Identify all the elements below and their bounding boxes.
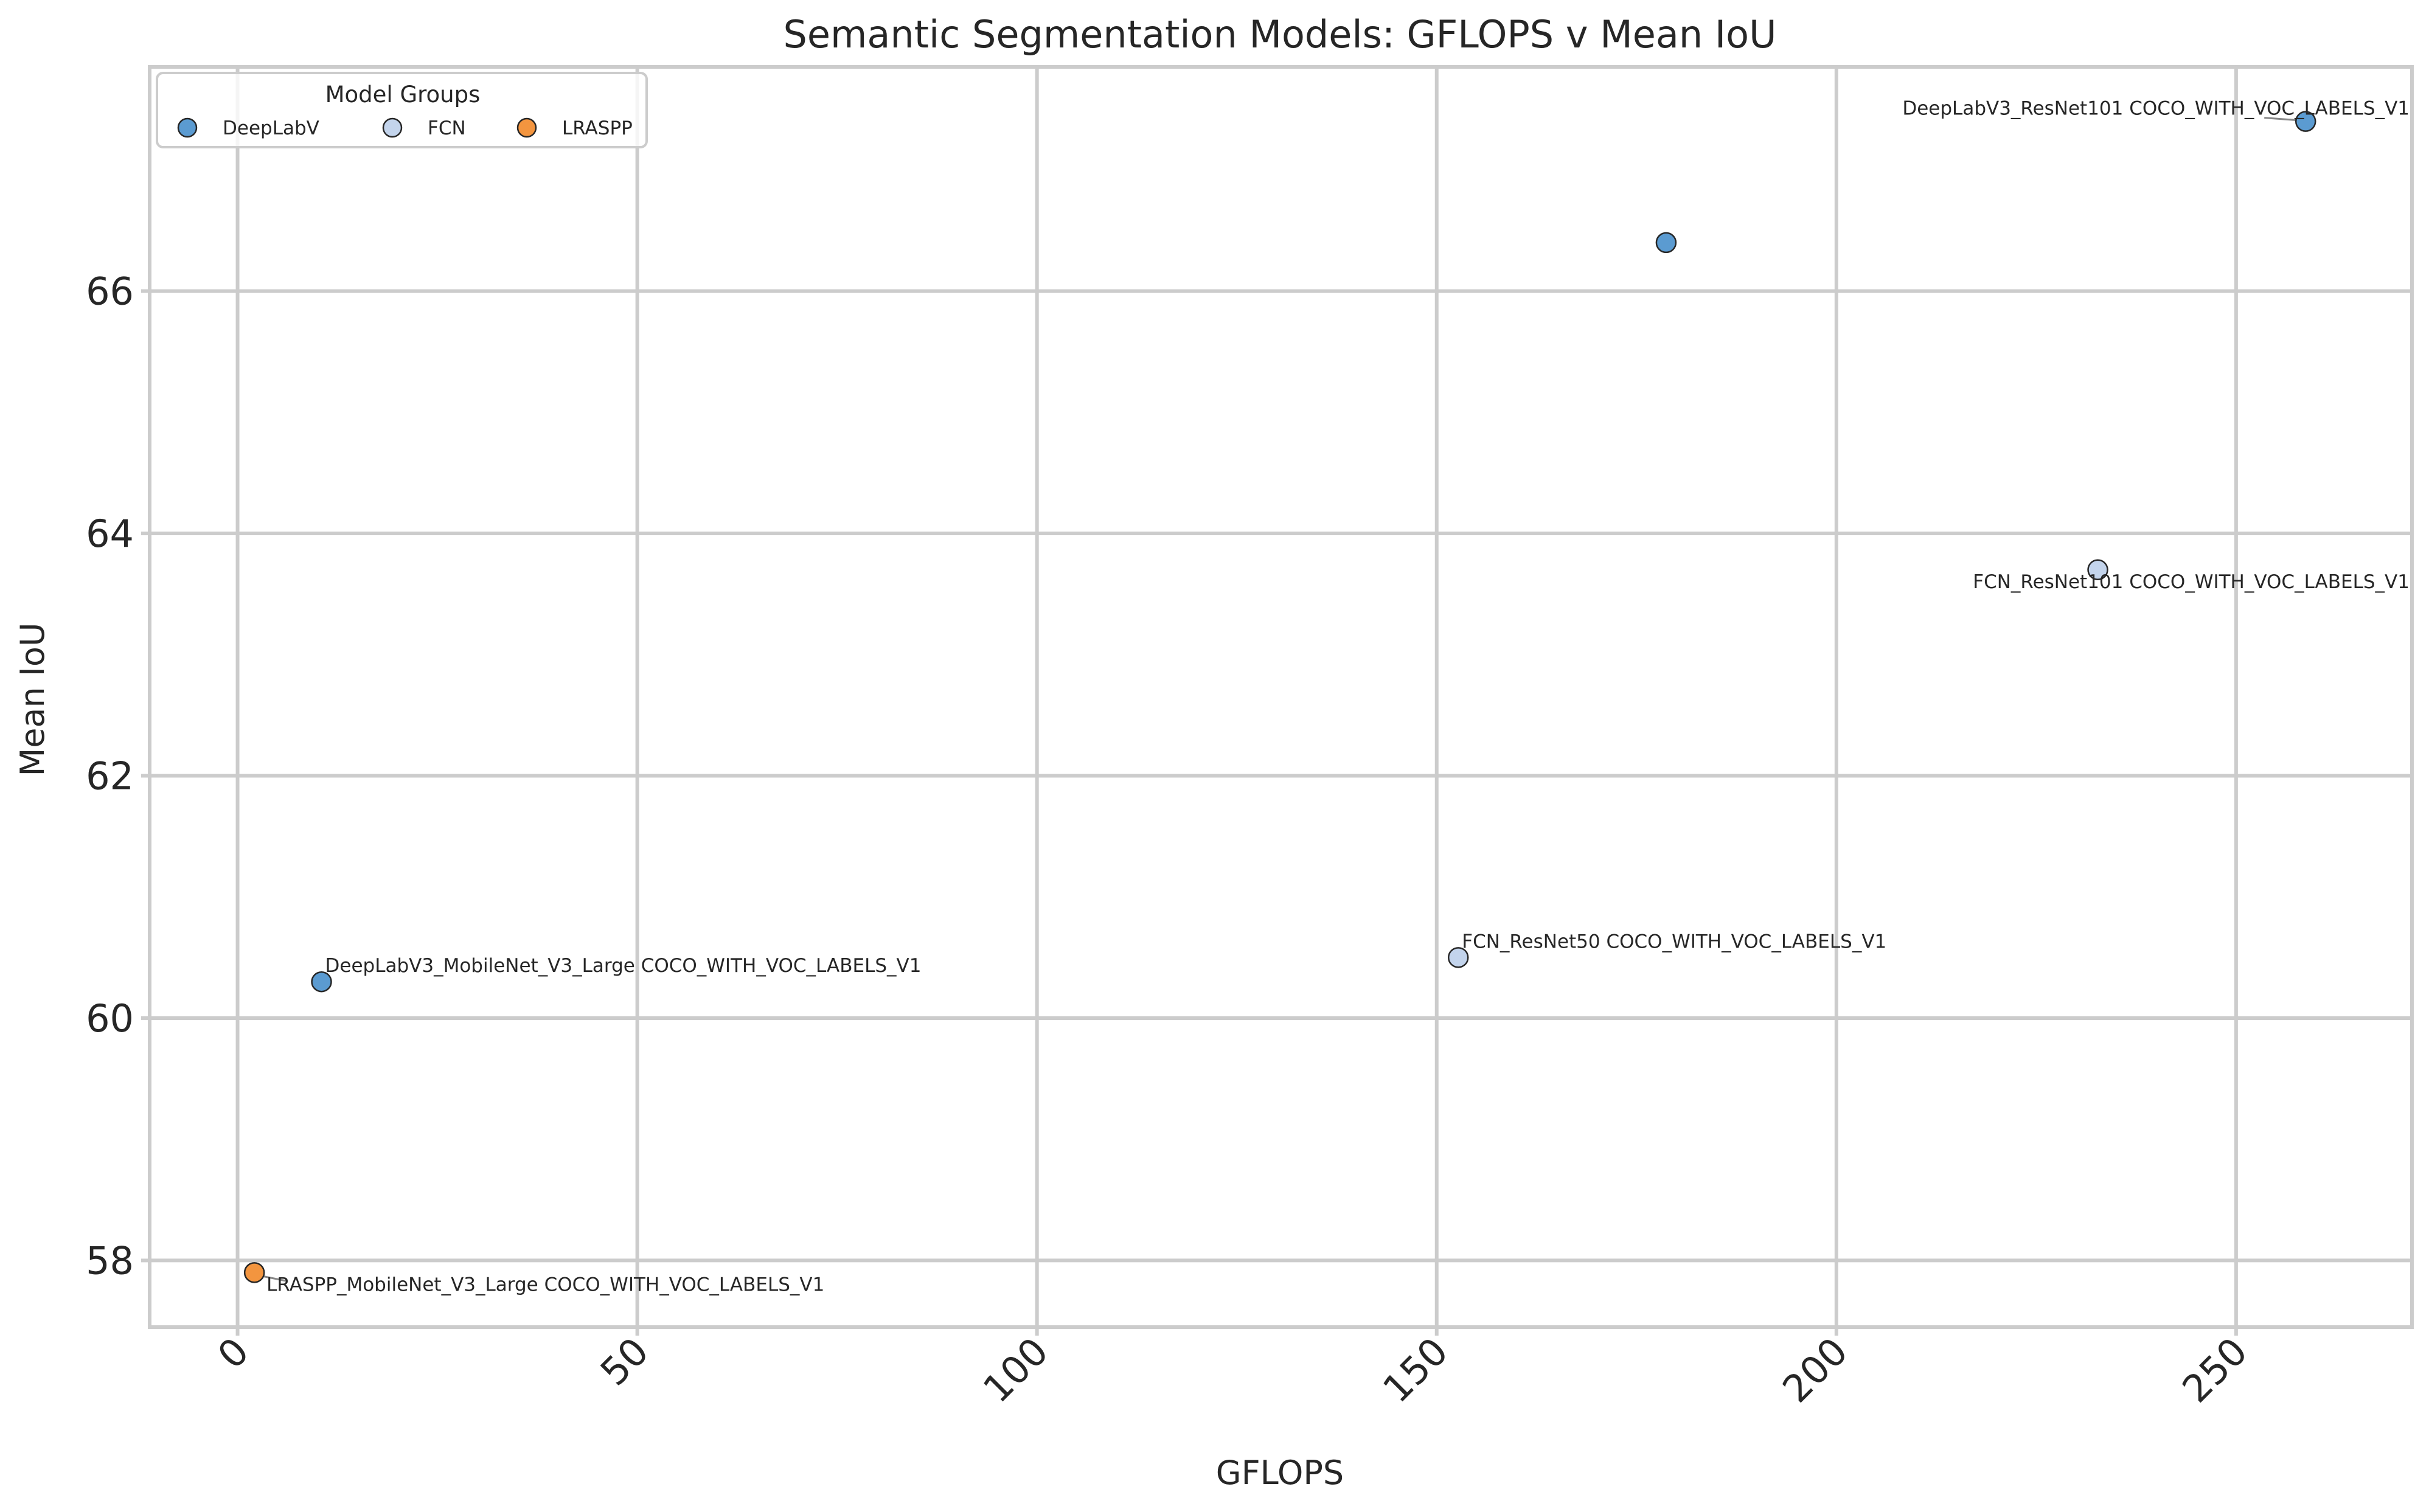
point-label: DeepLabV3_MobileNet_V3_Large COCO_WITH_V…	[325, 955, 922, 977]
y-tick-label: 58	[86, 1238, 134, 1283]
y-tick-label: 66	[86, 269, 134, 314]
point-label: LRASPP_MobileNet_V3_Large COCO_WITH_VOC_…	[266, 1274, 824, 1295]
x-tick-label: 150	[1374, 1329, 1456, 1411]
x-tick-label: 50	[592, 1329, 657, 1394]
x-tick-label: 250	[2174, 1329, 2256, 1411]
axes-frame	[148, 65, 2414, 1329]
x-tick-label: 0	[209, 1329, 258, 1378]
y-tick-label: 62	[86, 754, 134, 799]
legend: Model Groups DeepLabV FCN LRASPP	[156, 72, 648, 148]
grid	[150, 67, 2412, 1327]
chart-title: Semantic Segmentation Models: GFLOPS v M…	[784, 12, 1777, 57]
y-tick-label: 60	[86, 996, 134, 1041]
x-tick-label: 100	[975, 1329, 1057, 1411]
legend-marker	[382, 117, 403, 138]
legend-label: LRASPP	[562, 117, 633, 139]
data-points	[243, 111, 2316, 1283]
data-point	[2295, 111, 2316, 132]
legend-label: FCN	[428, 117, 466, 139]
legend-marker	[516, 117, 537, 138]
point-labels: DeepLabV3_MobileNet_V3_Large COCO_WITH_V…	[266, 98, 2410, 1296]
label-leaders	[262, 117, 2298, 1282]
legend-entries: DeepLabV FCN LRASPP	[177, 117, 633, 139]
point-label: FCN_ResNet101 COCO_WITH_VOC_LABELS_V1	[1973, 571, 2410, 593]
data-point	[243, 1262, 265, 1283]
data-point	[311, 971, 332, 993]
data-point	[2087, 559, 2108, 581]
legend-title: Model Groups	[325, 81, 481, 108]
ticks: 0 50 100 150 200 250 58 60 62 64 66	[86, 269, 2256, 1412]
point-label: FCN_ResNet50 COCO_WITH_VOC_LABELS_V1	[1462, 931, 1886, 952]
label-leader-line	[2264, 117, 2298, 122]
data-point	[1655, 232, 1677, 254]
point-label: DeepLabV3_ResNet101 COCO_WITH_VOC_LABELS…	[1902, 98, 2410, 120]
y-axis-label: Mean IoU	[13, 623, 52, 777]
x-tick-label: 200	[1774, 1329, 1856, 1411]
label-leader-line	[262, 1275, 288, 1282]
y-tick-label: 64	[86, 512, 134, 556]
data-point	[1447, 947, 1469, 968]
legend-marker	[177, 117, 198, 138]
x-axis-label: GFLOPS	[1216, 1454, 1344, 1492]
legend-label: DeepLabV	[223, 117, 319, 139]
